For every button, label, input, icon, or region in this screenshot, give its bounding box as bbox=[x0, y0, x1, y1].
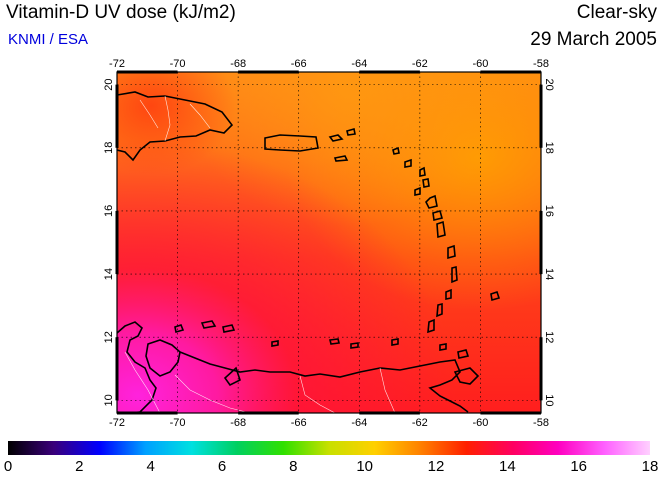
lon-tick-label: -70 bbox=[170, 417, 186, 429]
lat-tick-label: 16 bbox=[543, 205, 555, 217]
country-borders bbox=[124, 95, 396, 413]
lon-tick-label: -60 bbox=[472, 58, 488, 70]
colorbar-tick-label: 2 bbox=[75, 458, 84, 475]
lon-labels-top: -72 -70 -68 -66 -64 -62 -60 -58 bbox=[109, 58, 549, 70]
condition-label: Clear-sky bbox=[576, 2, 657, 23]
lon-tick-label: -62 bbox=[412, 58, 428, 70]
colorbar-tick-label: 18 bbox=[641, 458, 659, 475]
frame-ticks bbox=[115, 70, 543, 415]
colorbar-tick-label: 8 bbox=[289, 458, 298, 475]
lat-tick-label: 14 bbox=[103, 268, 115, 280]
lat-tick-label: 20 bbox=[543, 79, 555, 91]
lat-tick-label: 16 bbox=[103, 205, 115, 217]
uv-field bbox=[117, 72, 541, 413]
colorbar-tick-label: 14 bbox=[498, 458, 516, 475]
colorbar-tick-label: 6 bbox=[217, 458, 227, 475]
colorbar-tick-label: 12 bbox=[427, 458, 445, 475]
graticule bbox=[117, 72, 541, 413]
credit-label: KNMI / ESA bbox=[8, 31, 89, 48]
lat-tick-label: 12 bbox=[543, 331, 555, 343]
lon-tick-label: -68 bbox=[230, 58, 246, 70]
lat-tick-label: 12 bbox=[103, 331, 115, 343]
lon-tick-label: -72 bbox=[109, 417, 125, 429]
lat-tick-label: 10 bbox=[543, 394, 555, 406]
colorbar-tick-label: 10 bbox=[356, 458, 373, 475]
colorbar-tick-label: 4 bbox=[146, 458, 155, 475]
lon-tick-label: -72 bbox=[109, 58, 125, 70]
map-title: Vitamin-D UV dose (kJ/m2) bbox=[6, 2, 236, 23]
colorbar-tick-label: 0 bbox=[3, 458, 13, 475]
lat-tick-label: 20 bbox=[103, 79, 115, 91]
colorbar bbox=[8, 441, 650, 455]
colorbar-tick-label: 16 bbox=[570, 458, 587, 475]
lat-tick-label: 18 bbox=[543, 142, 555, 154]
lon-tick-label: -68 bbox=[230, 417, 246, 429]
lat-tick-label: 14 bbox=[543, 268, 555, 280]
lon-tick-label: -58 bbox=[533, 58, 549, 70]
lon-tick-label: -66 bbox=[291, 58, 307, 70]
lat-labels-left: 10 12 14 16 18 20 bbox=[103, 79, 115, 407]
lon-tick-label: -66 bbox=[291, 417, 307, 429]
lon-tick-label: -58 bbox=[533, 417, 549, 429]
lat-labels-right: 10 12 14 16 18 20 bbox=[543, 79, 555, 407]
lon-labels-bottom: -72 -70 -68 -66 -64 -62 -60 -58 bbox=[109, 417, 549, 429]
lon-tick-label: -70 bbox=[170, 58, 186, 70]
date-label: 29 March 2005 bbox=[530, 29, 657, 50]
lat-tick-label: 10 bbox=[103, 394, 115, 406]
lon-tick-label: -64 bbox=[351, 58, 367, 70]
lat-tick-label: 18 bbox=[103, 142, 115, 154]
lon-tick-label: -64 bbox=[351, 417, 367, 429]
lon-tick-label: -62 bbox=[412, 417, 428, 429]
lon-tick-label: -60 bbox=[472, 417, 488, 429]
